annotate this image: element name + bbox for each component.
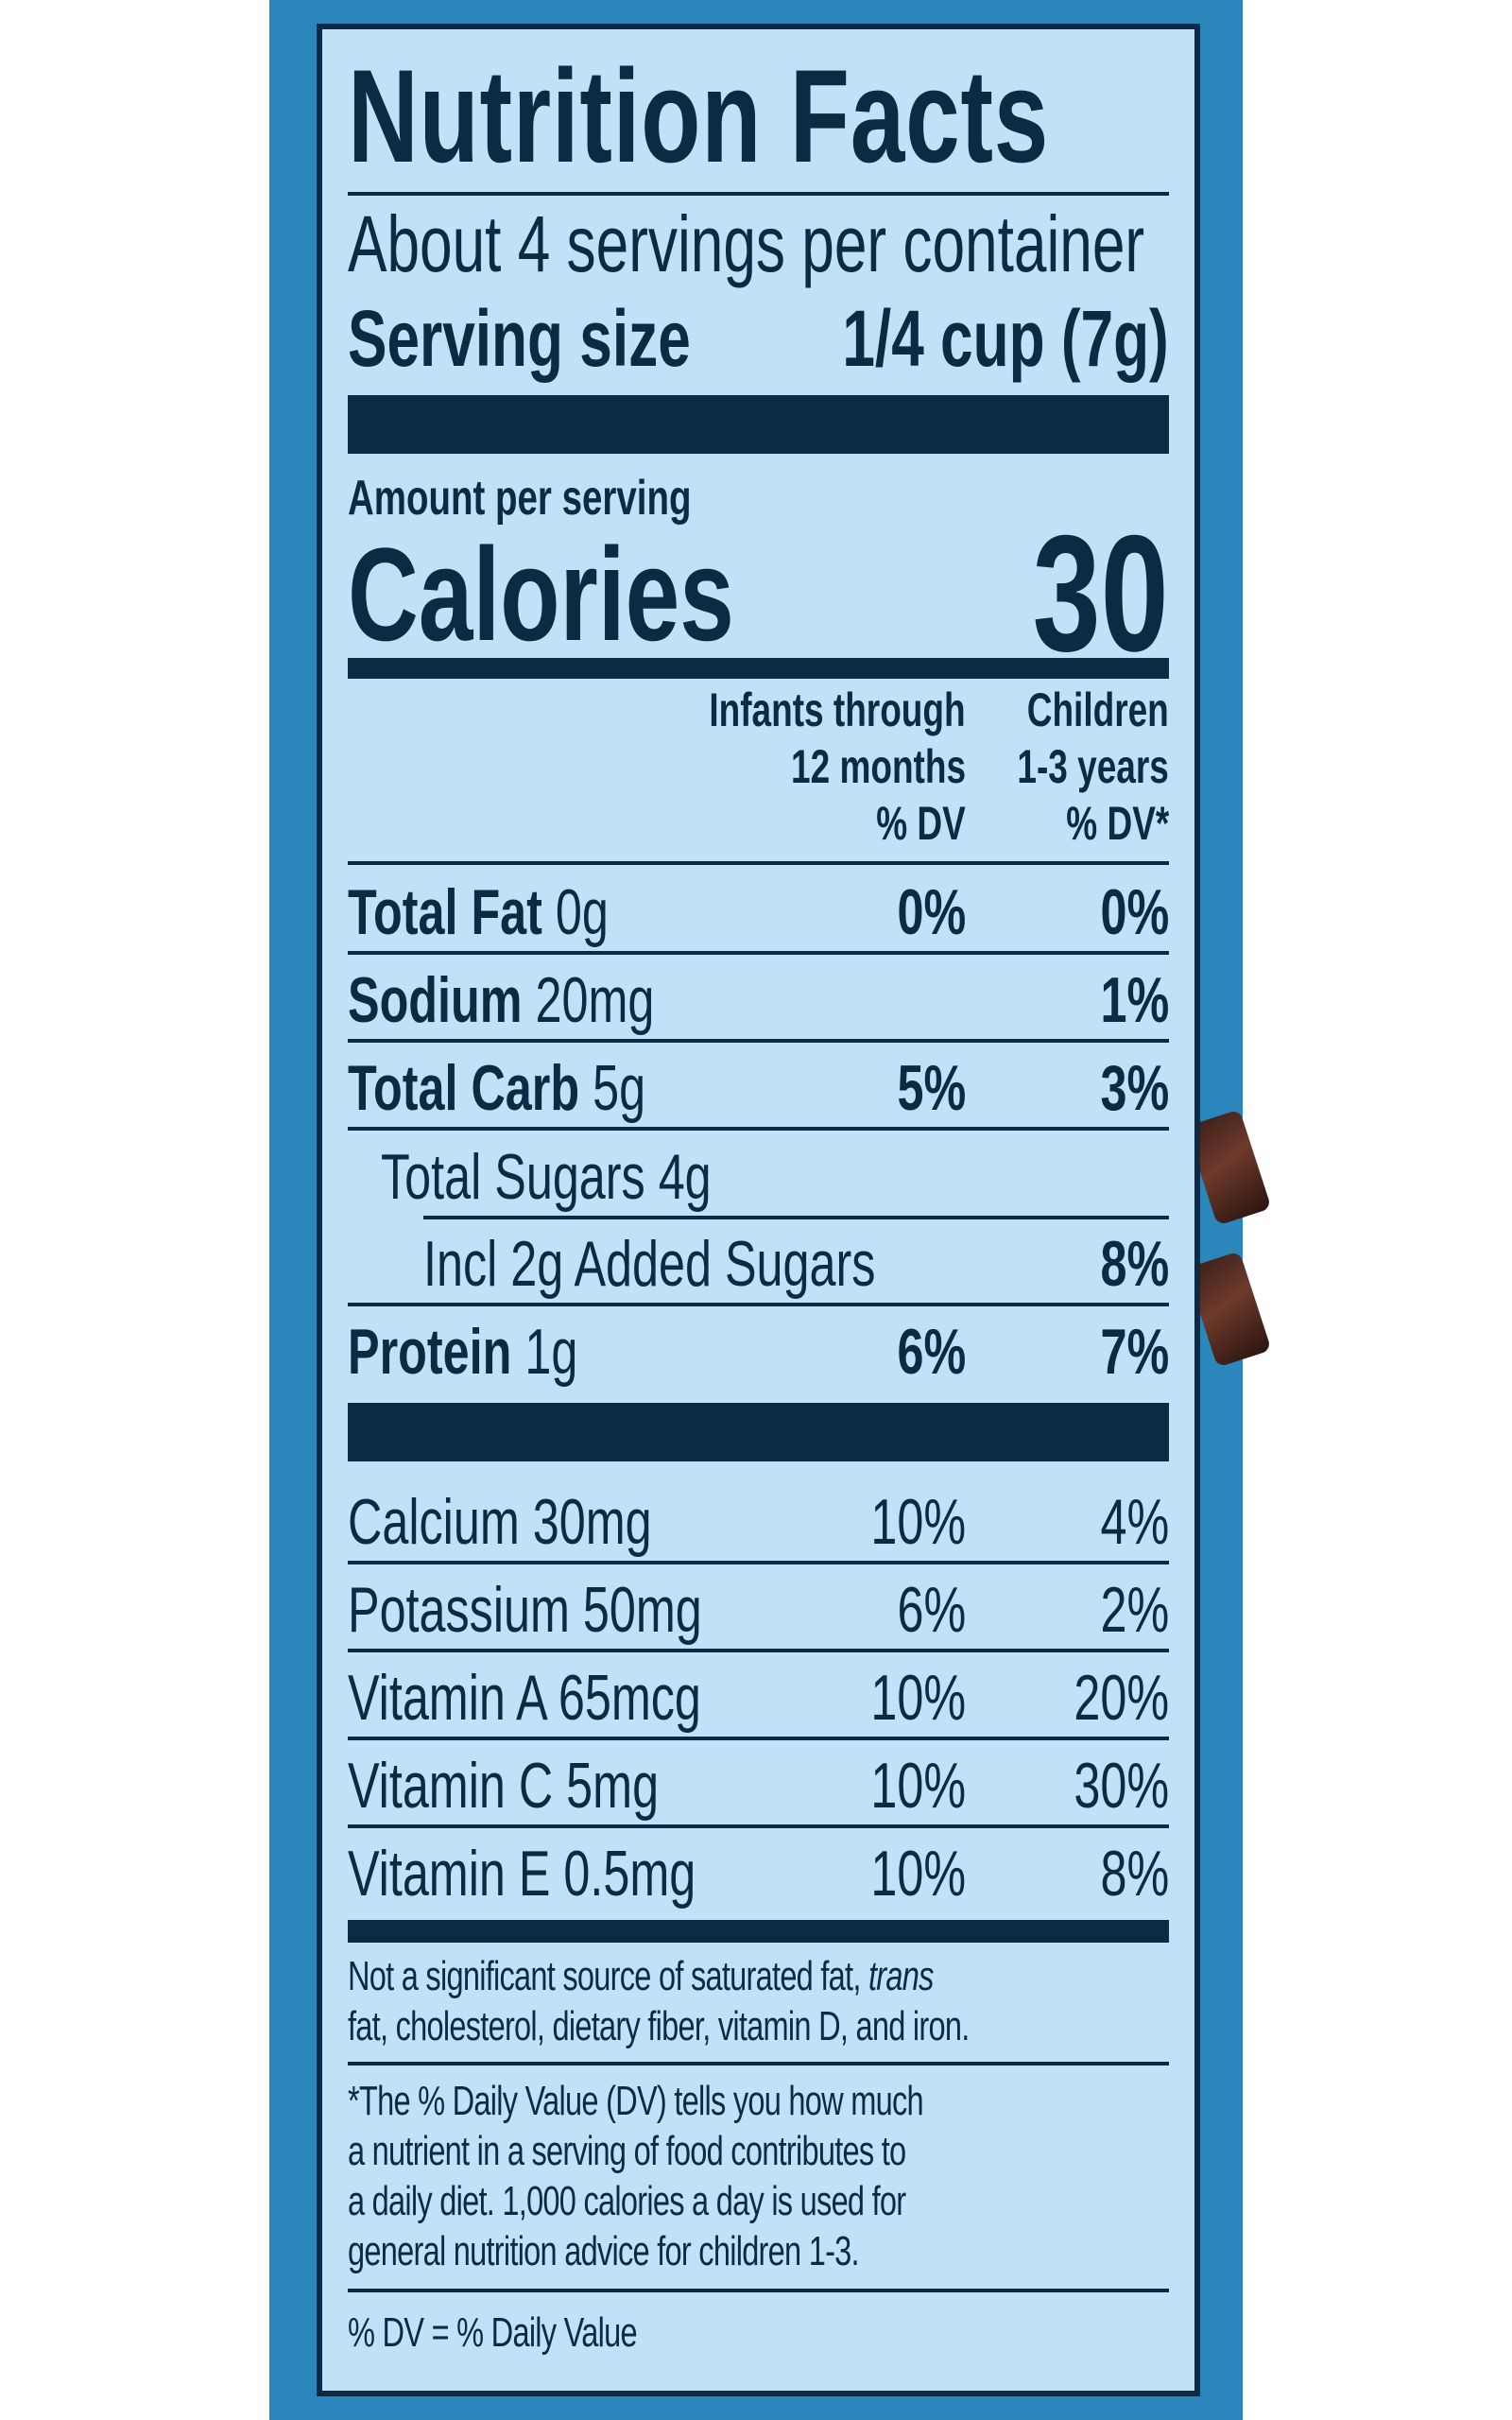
serving-size-value: 1/4 cup (7g): [842, 294, 1169, 383]
calories-row: Calories 30: [348, 511, 1169, 677]
divider: [348, 2062, 1169, 2066]
servings-per-container: About 4 servings per container: [348, 199, 1145, 288]
divider: [348, 1824, 1169, 1828]
vitamin-row-potassium: Potassium 50mg 6% 2%: [348, 1574, 1169, 1646]
label-title: Nutrition Facts: [348, 42, 1050, 190]
vitamin-row-calcium: Calcium 30mg 10% 4%: [348, 1486, 1169, 1558]
nutrient-row-sodium: Sodium 20mg 1%: [348, 964, 1169, 1036]
calories-value: 30: [1032, 502, 1169, 686]
footnote-dv-legend: % DV = % Daily Value: [348, 2309, 638, 2356]
footnote-dv-line: general nutrition advice for children 1-…: [348, 2228, 860, 2274]
divider: [348, 1649, 1169, 1652]
amount-per-serving: Amount per serving: [348, 471, 692, 526]
divider: [348, 1737, 1169, 1740]
divider: [423, 1216, 1169, 1219]
thick-divider: [348, 395, 1169, 454]
serving-size-row: Serving size 1/4 cup (7g): [348, 294, 1169, 383]
nutrient-row-protein: Protein 1g 6% 7%: [348, 1316, 1169, 1388]
nutrient-row-total-carb: Total Carb 5g 5% 3%: [348, 1052, 1169, 1124]
vitamin-row-vitamin-c: Vitamin C 5mg 10% 30%: [348, 1750, 1169, 1822]
nutrient-row-added-sugars: Incl 2g Added Sugars 8%: [423, 1228, 1169, 1300]
divider: [348, 1303, 1169, 1306]
divider: [348, 1561, 1169, 1564]
footnote-insignificant-sources-line-2: fat, cholesterol, dietary fiber, vitamin…: [348, 2003, 970, 2049]
footnote-insignificant-sources: Not a significant source of saturated fa…: [348, 1953, 934, 1999]
footnote-dv-line: *The % Daily Value (DV) tells you how mu…: [348, 2078, 924, 2124]
divider: [348, 1127, 1169, 1131]
divider: [348, 192, 1169, 196]
calories-label: Calories: [348, 520, 734, 668]
nutrient-row-total-sugars: Total Sugars 4g: [381, 1141, 712, 1213]
divider: [348, 861, 1169, 865]
thick-divider: [348, 1403, 1169, 1461]
medium-divider: [348, 658, 1169, 679]
divider: [348, 2289, 1169, 2292]
footnote-dv-line: a daily diet. 1,000 calories a day is us…: [348, 2178, 906, 2224]
vitamin-row-vitamin-e: Vitamin E 0.5mg 10% 8%: [348, 1838, 1169, 1910]
footnote-dv-line: a nutrient in a serving of food contribu…: [348, 2128, 906, 2174]
nutrient-row-total-fat: Total Fat 0g 0% 0%: [348, 876, 1169, 948]
divider: [348, 1039, 1169, 1043]
medium-divider: [348, 1920, 1169, 1943]
divider: [348, 951, 1169, 955]
vitamin-row-vitamin-a: Vitamin A 65mcg 10% 20%: [348, 1662, 1169, 1734]
nutrition-facts-label: Nutrition Facts About 4 servings per con…: [317, 24, 1200, 2396]
